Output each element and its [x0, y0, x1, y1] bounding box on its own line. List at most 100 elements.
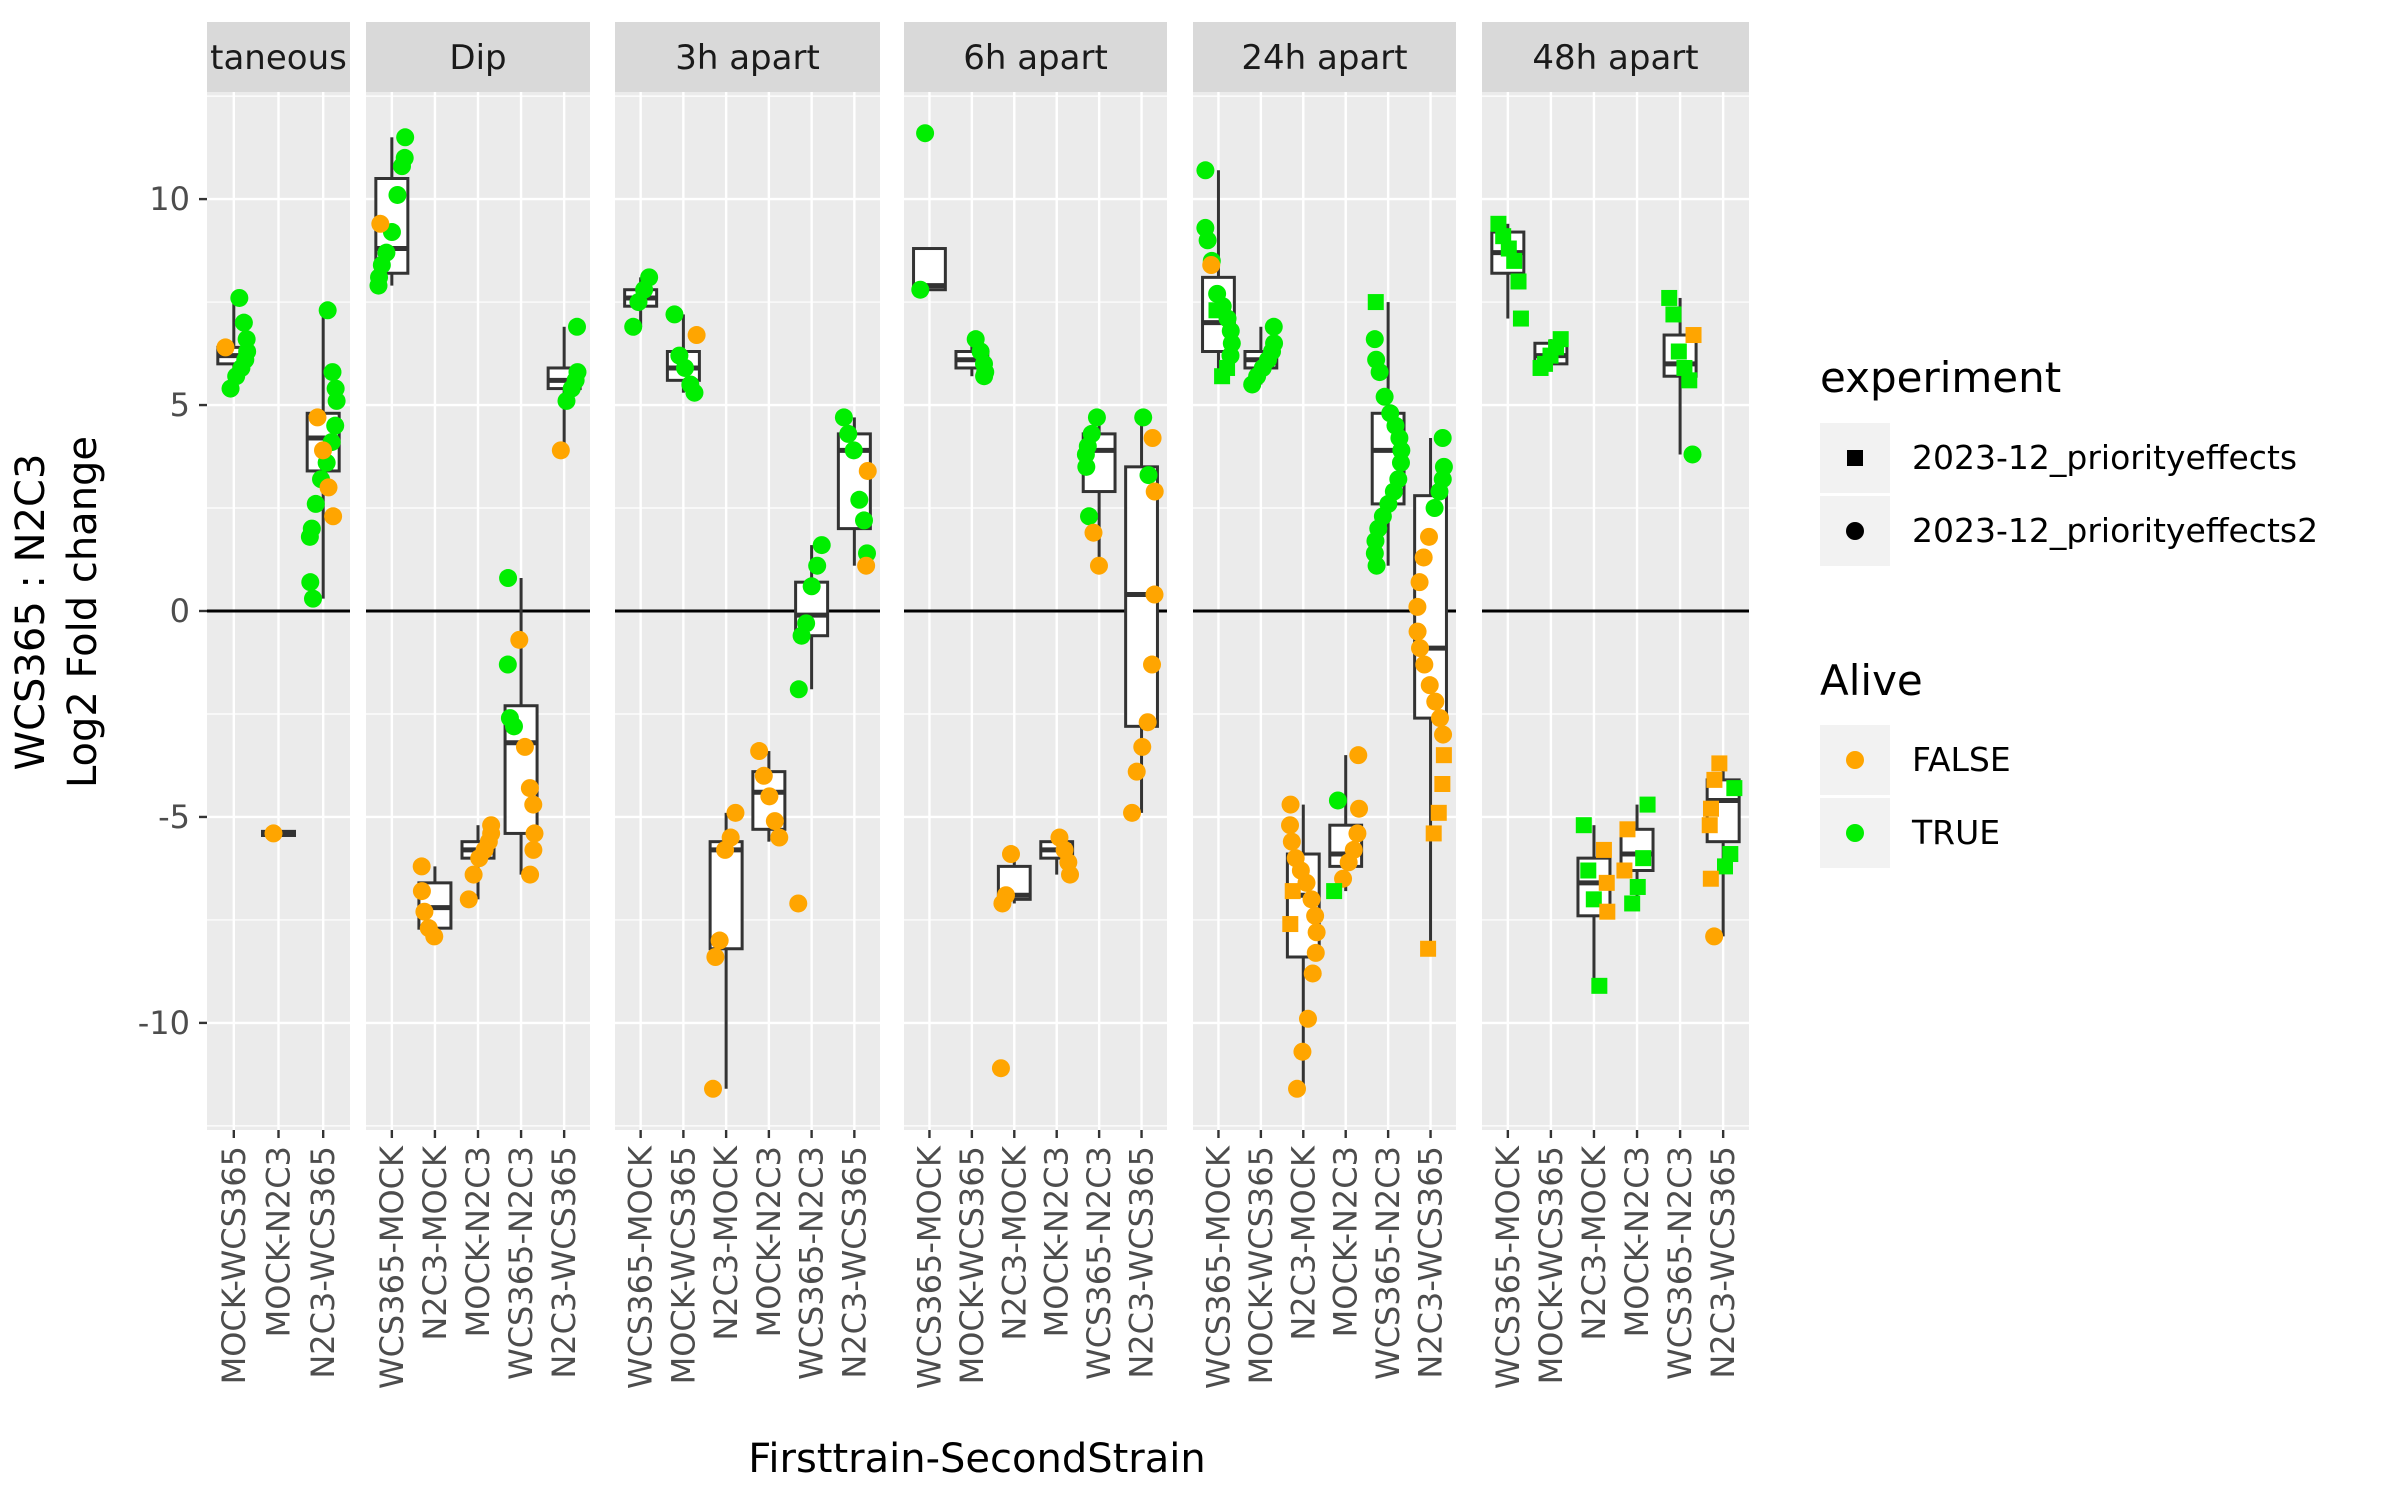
data-point-circle [369, 277, 387, 295]
data-point-circle [323, 363, 341, 381]
data-point-circle [1683, 445, 1701, 463]
data-point-square [1420, 941, 1436, 957]
data-point-circle [521, 866, 539, 884]
data-point-circle [307, 495, 325, 513]
data-point-square [1624, 895, 1640, 911]
facet-strip-label: 6h apart [963, 38, 1108, 78]
data-point-circle [857, 557, 875, 575]
data-point-circle [1134, 408, 1152, 426]
x-tick-label: WCS365-MOCK [1199, 1145, 1237, 1389]
x-tick-label: N2C3-WCS365 [545, 1146, 583, 1379]
data-point-circle [676, 359, 694, 377]
data-point-circle [1415, 656, 1433, 674]
data-point-circle [505, 717, 523, 735]
data-point-circle [557, 392, 575, 410]
data-point-circle [975, 367, 993, 385]
data-point-circle [789, 894, 807, 912]
data-point-circle [1140, 466, 1158, 484]
data-point-circle [916, 124, 934, 142]
x-tick-label: N2C3-WCS365 [835, 1146, 873, 1379]
data-point-square [1726, 780, 1742, 796]
data-point-circle [911, 281, 929, 299]
data-point-circle [1392, 454, 1410, 472]
data-point-circle [760, 787, 778, 805]
data-point-circle [1304, 964, 1322, 982]
legend-true-marker [1846, 824, 1864, 842]
x-tick-label: WCS365-MOCK [622, 1145, 660, 1389]
data-point-circle [1293, 1043, 1311, 1061]
data-point-circle [793, 627, 811, 645]
legend-label-true: TRUE [1911, 813, 2000, 852]
data-point-circle [516, 738, 534, 756]
data-point-circle [1199, 231, 1217, 249]
data-point-circle [1409, 623, 1427, 641]
data-point-square [1661, 290, 1677, 306]
x-tick-label: N2C3-WCS365 [304, 1146, 342, 1379]
data-point-square [1703, 871, 1719, 887]
x-tick-label: WCS365-N2C3 [1080, 1146, 1118, 1380]
data-point-circle [1306, 907, 1324, 925]
legend-circle-marker [1846, 522, 1864, 540]
data-point-circle [704, 1080, 722, 1098]
data-point-square [1599, 904, 1615, 920]
facet-strip: 3h apart [615, 22, 880, 92]
data-point-circle [1434, 429, 1452, 447]
data-point-circle [264, 824, 282, 842]
data-point-circle [371, 215, 389, 233]
data-point-circle [1288, 1080, 1306, 1098]
data-point-circle [552, 441, 570, 459]
x-tick-label: MOCK-N2C3 [459, 1146, 497, 1337]
data-point-circle [1084, 524, 1102, 542]
data-point-circle [413, 857, 431, 875]
x-tick-label: MOCK-N2C3 [750, 1146, 788, 1337]
data-point-square [1711, 755, 1727, 771]
x-tick-label: WCS365-N2C3 [1661, 1146, 1699, 1380]
data-point-circle [324, 507, 342, 525]
data-point-circle [1350, 800, 1368, 818]
data-point-square [1616, 863, 1632, 879]
data-point-circle [850, 491, 868, 509]
data-point-square [1630, 879, 1646, 895]
data-point-circle [726, 804, 744, 822]
data-point-circle [393, 157, 411, 175]
x-tick-label: N2C3-MOCK [995, 1145, 1033, 1341]
data-point-circle [499, 569, 517, 587]
data-point-circle [1329, 791, 1347, 809]
x-tick-label: MOCK-N2C3 [1327, 1146, 1365, 1337]
data-point-circle [624, 318, 642, 336]
data-point-circle [216, 338, 234, 356]
data-point-circle [388, 186, 406, 204]
data-point-circle [1705, 927, 1723, 945]
data-point-circle [521, 779, 539, 797]
data-point-circle [1265, 318, 1283, 336]
data-point-circle [665, 305, 683, 323]
facet-strip: 6h apart [904, 22, 1167, 92]
data-point-circle [790, 680, 808, 698]
data-point-square [1686, 327, 1702, 343]
data-point-circle [835, 408, 853, 426]
data-point-square [1717, 858, 1733, 874]
data-point-circle [813, 536, 831, 554]
data-point-square [1511, 273, 1527, 289]
data-point-circle [222, 380, 240, 398]
data-point-circle [1080, 507, 1098, 525]
data-point-circle [308, 408, 326, 426]
x-tick-label: MOCK-WCS365 [1242, 1146, 1280, 1384]
y-tick-label: 5 [170, 386, 190, 424]
data-point-circle [460, 890, 478, 908]
facet-strip: 24h apart [1193, 22, 1456, 92]
data-point-square [1671, 344, 1687, 360]
data-point-circle [499, 656, 517, 674]
data-point-square [1214, 368, 1230, 384]
data-point-circle [1133, 738, 1151, 756]
data-point-circle [1366, 330, 1384, 348]
data-point-circle [1061, 866, 1079, 884]
data-point-circle [855, 511, 873, 529]
x-tick-label: WCS365-N2C3 [502, 1146, 540, 1380]
y-tick-label: 0 [170, 592, 190, 630]
data-point-circle [1420, 528, 1438, 546]
data-point-circle [845, 441, 863, 459]
data-point-circle [470, 849, 488, 867]
